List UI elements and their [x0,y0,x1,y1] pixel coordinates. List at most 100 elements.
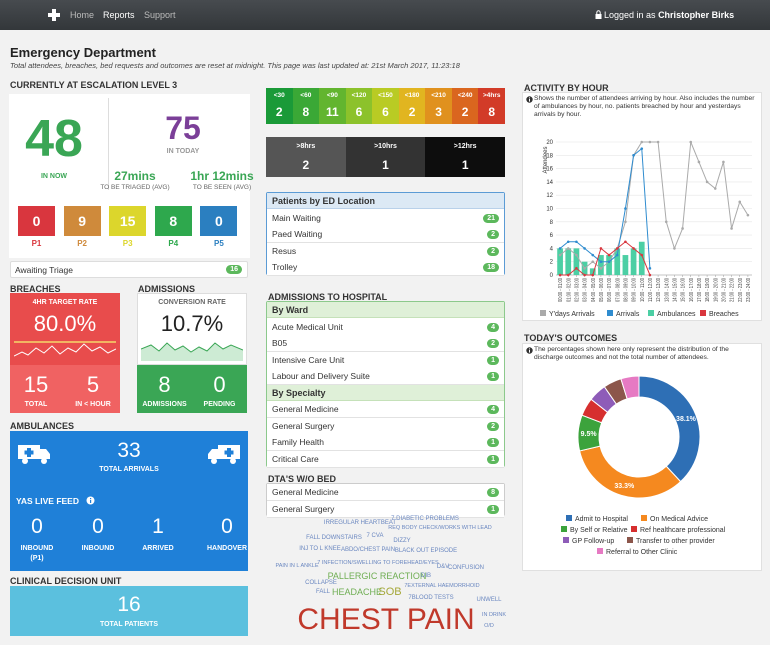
row-count: 1 [487,454,499,464]
login-status[interactable]: Logged in as Christopher Birks [604,10,734,20]
feed-label: INBOUND (P1) [20,545,54,562]
group-header: By Ward [267,302,504,318]
row-label: Trolley [272,262,298,272]
ambulance-icon [18,445,50,464]
y-tick-label: 8 [550,220,554,226]
ambulances-panel: 33 TOTAL ARRIVALS YAS LIVE FEED 0 INBOUND… [10,431,248,571]
breach-total: 15 [23,372,49,397]
legend-label: Admit to Hospital [575,516,628,523]
table-row: Critical Care 1 [267,450,504,468]
point [615,253,619,257]
point [624,220,627,224]
ed-location-panel: Patients by ED Location Main Waiting 21 Pae… [266,192,505,276]
x-tick-label: 14:00 - 15:00 [672,278,678,302]
point [624,207,627,210]
section-title: CURRENTLY AT ESCALATION LEVEL 3 [10,80,178,90]
row-count: 1 [487,372,499,381]
legend-label: Referral to Other Clinic [606,549,678,556]
priority-value: 0 [32,213,41,229]
legend-swatch [641,515,647,521]
rate-value: 80.0% [33,311,97,336]
ambulance-total-label: TOTAL ARRIVALS [99,466,159,473]
admissions-lower [137,365,247,413]
row-label: Intensive Care Unit [272,354,345,365]
row-count: 1 [487,355,499,365]
x-tick-label: 12:00 - 13:00 [656,278,662,302]
row-count: 21 [483,213,499,223]
wait-band-label: <90 [326,92,338,99]
point [575,267,578,270]
x-tick-label: 18:00 - 19:00 [705,278,711,302]
breach-total-label: TOTAL [24,401,48,408]
bar [614,248,621,275]
line [559,147,651,269]
long-wait: >8hrs 2 [266,137,346,177]
wait-band: <180 2 [398,88,426,124]
priority-box: 8 [154,206,192,236]
priority-box: 0 [18,206,55,236]
feed-value: 0 [221,515,233,538]
y-tick-label: 10 [546,207,553,213]
x-tick-label: 20:00 - 21:00 [721,278,727,302]
priority-box: 15 [109,206,147,236]
word: 7BLOOD TESTS [408,595,454,601]
row-count: 4 [487,405,499,414]
line [560,241,651,276]
point [722,160,725,164]
admissions-count-label: ADMISSIONS [142,401,187,408]
divider [108,98,109,190]
word: O/D [484,623,494,629]
wait-band-label: <30 [273,92,285,99]
word: BLACK OUT EPISODE [394,548,458,554]
x-tick-label: 19:00 - 20:00 [713,278,719,302]
point [705,180,709,184]
slice-label: 9.5% [581,431,598,438]
wait-band-value: 11 [326,105,339,119]
slice [620,375,640,400]
ambulance-icon [208,445,240,464]
priority-value: 0 [214,213,223,229]
wait-band-value: 8 [302,105,310,119]
seen-time: 1hr 12mins [190,169,254,183]
awaiting-count: 16 [226,265,242,274]
word: ABDO/CHEST PAIN [340,547,396,553]
nav-link[interactable]: Home [70,10,95,20]
page-title: Emergency Department [10,45,156,60]
legend-label: Breaches [709,311,739,318]
info-icon [526,347,533,354]
feed-label: INBOUND [81,545,115,552]
point [558,273,562,277]
point [640,147,644,150]
wait-band: <120 6 [345,88,373,124]
navbar: Home Reports Support Logged in as Christ… [0,0,770,30]
word: FALL [315,589,330,595]
priority-value: 15 [119,213,136,229]
awaiting-label: Awaiting Triage [15,265,73,275]
wait-band-label: <150 [378,92,393,99]
x-tick-label: 03:00 - 04:00 [583,278,589,302]
feed-value: 1 [152,515,164,538]
point [640,253,644,257]
nav-link[interactable]: Support [144,10,176,20]
legend-swatch [563,537,569,543]
bar [630,248,637,275]
x-tick-label: 08:00 - 09:00 [623,278,629,302]
legend-swatch [700,310,706,316]
table-row: General Surgery 1 [267,500,504,518]
point [599,247,603,250]
x-tick-label: 11:00 - 12:00 [648,278,654,302]
point [648,267,652,270]
user-name: Christopher Birks [658,10,735,20]
in-today-label: IN TODAY [166,148,200,155]
feed-label: ARRIVED [142,545,174,552]
x-tick-label: 23:00 - 24:00 [746,278,752,302]
bar [589,268,596,275]
nav-link[interactable]: Reports [103,10,135,20]
row-count: 2 [487,421,499,431]
page-subtitle: Total attendees, breaches, bed requests … [10,61,460,70]
wait-band: <90 11 [319,88,346,124]
x-tick-label: 21:00 - 22:00 [730,278,736,302]
point [664,220,668,224]
legend-label: By Self or Relative [570,527,628,534]
legend-label: Ambulances [657,311,696,318]
